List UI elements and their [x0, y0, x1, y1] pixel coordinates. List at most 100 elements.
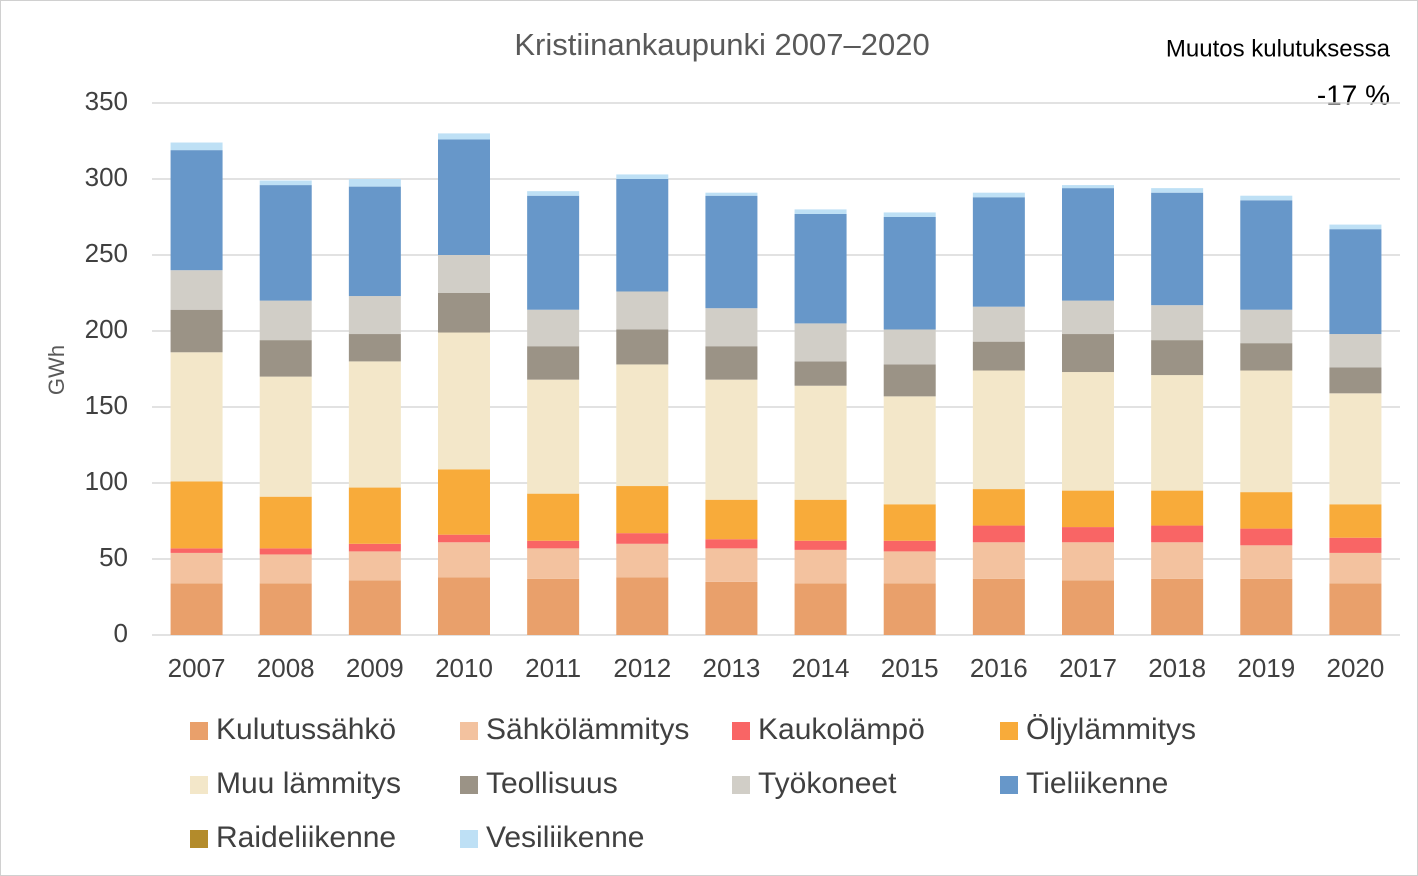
- bar-segment: [1062, 188, 1114, 301]
- bar-segment: [1151, 578, 1204, 635]
- bar-segment: [705, 581, 758, 635]
- bar-segment: [438, 293, 490, 333]
- x-tick-label: 2011: [525, 653, 581, 683]
- bar-segment: [527, 309, 580, 347]
- bar-segment: [883, 329, 936, 365]
- bar-segment: [1329, 583, 1382, 635]
- bar-segment: [438, 534, 490, 543]
- annotation: Muutos kulutuksessa: [1166, 35, 1391, 62]
- chart-title: Kristiinankaupunki 2007–2020: [514, 27, 929, 62]
- bar-segment: [705, 539, 758, 549]
- bar-segment: [527, 578, 580, 635]
- bar-segment: [1151, 340, 1204, 376]
- bar-segment: [883, 364, 936, 397]
- bar-segment: [527, 191, 580, 196]
- legend-swatch: [460, 830, 478, 848]
- bar-segment: [438, 469, 490, 535]
- bar-segment: [1329, 224, 1382, 230]
- bar-segment: [1151, 525, 1204, 543]
- bar-segment: [1329, 367, 1382, 394]
- bar-segment: [794, 213, 847, 324]
- bar-segment: [348, 551, 401, 581]
- bar-segment: [348, 580, 401, 635]
- x-tick-label: 2019: [1237, 653, 1295, 683]
- bar-segment: [705, 192, 758, 196]
- bar-segment: [348, 487, 401, 544]
- bar-segment: [170, 150, 223, 271]
- bar-segment: [1240, 528, 1293, 546]
- bar-segment: [348, 186, 401, 297]
- bar-segment: [616, 533, 669, 544]
- bar-segment: [170, 481, 223, 549]
- legend-swatch: [732, 722, 750, 740]
- y-tick-label: 50: [99, 542, 128, 572]
- bar-segment: [1240, 200, 1293, 310]
- legend-label: Vesiliikenne: [486, 821, 644, 854]
- bar-segment: [348, 334, 401, 362]
- bar-segment: [1240, 195, 1293, 201]
- y-tick-label: 0: [114, 618, 128, 648]
- bar-segment: [705, 548, 758, 582]
- bar-segment: [705, 379, 758, 500]
- bar-segment: [170, 309, 223, 353]
- bar-segment: [170, 583, 223, 635]
- bar-segment: [1151, 305, 1204, 341]
- bar-segment: [527, 493, 580, 541]
- bar-segment: [794, 540, 847, 550]
- bar-segment: [259, 554, 312, 584]
- bar-segment: [259, 496, 312, 549]
- bar-segment: [794, 583, 847, 635]
- bar-segment: [259, 583, 312, 635]
- x-tick-label: 2018: [1148, 653, 1206, 683]
- bar-segment: [616, 486, 669, 534]
- bar-segment: [616, 364, 669, 487]
- bar-segment: [883, 396, 936, 505]
- x-tick-label: 2008: [257, 653, 315, 683]
- bar-segment: [794, 549, 847, 584]
- bar-segment: [170, 548, 223, 553]
- y-tick-label: 200: [85, 314, 128, 344]
- legend-label: Teollisuus: [486, 767, 618, 800]
- bar-segment: [259, 185, 312, 301]
- bar-segment: [1240, 309, 1293, 344]
- bar-segment: [170, 552, 223, 584]
- bar-segment: [527, 540, 580, 549]
- bar-segment: [616, 174, 669, 179]
- bar-segment: [1151, 192, 1204, 306]
- bar-segment: [438, 133, 490, 140]
- legend-swatch: [460, 776, 478, 794]
- bar-segment: [1329, 552, 1382, 584]
- bar-segment: [1240, 578, 1293, 635]
- bar-segment: [794, 209, 847, 214]
- bar-segment: [1151, 188, 1204, 193]
- bar-segment: [259, 376, 312, 497]
- bar-segment: [616, 291, 669, 330]
- bar-segment: [794, 323, 847, 362]
- bar-segment: [1062, 334, 1114, 373]
- bar-segment: [438, 139, 490, 255]
- bar-segment: [527, 346, 580, 380]
- bar-segment: [616, 329, 669, 365]
- x-tick-label: 2020: [1327, 653, 1385, 683]
- bar-segment: [883, 212, 936, 217]
- bar-segment: [1240, 343, 1293, 371]
- bar-segment: [705, 308, 758, 347]
- y-tick-label: 350: [85, 86, 128, 116]
- bar-segment: [705, 195, 758, 309]
- bar-segment: [972, 370, 1025, 490]
- bar-segment: [259, 180, 312, 186]
- bar-segment: [1062, 542, 1114, 581]
- x-tick-label: 2007: [168, 653, 226, 683]
- bar-segment: [794, 385, 847, 500]
- bar-segment: [348, 543, 401, 552]
- bar-segment: [170, 270, 223, 310]
- x-tick-label: 2015: [881, 653, 939, 683]
- legend-swatch: [1000, 722, 1018, 740]
- x-tick-label: 2013: [703, 653, 761, 683]
- bar-segment: [972, 525, 1025, 543]
- bar-segment: [972, 197, 1025, 307]
- bar-segment: [438, 332, 490, 470]
- bar-segment: [259, 548, 312, 555]
- x-tick-label: 2012: [613, 653, 671, 683]
